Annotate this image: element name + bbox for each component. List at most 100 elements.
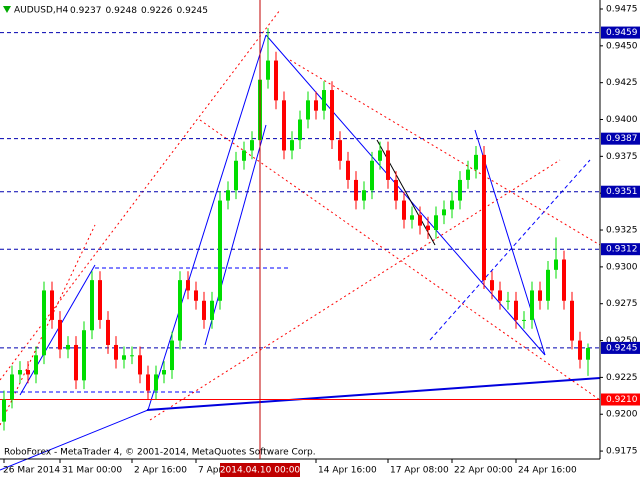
level-label: 0.9245 xyxy=(606,343,638,353)
candle-body xyxy=(450,200,454,210)
header-values: 0.9237 0.9248 0.9226 0.9245 xyxy=(70,6,208,16)
candle-body xyxy=(274,60,278,101)
blue-trend xyxy=(19,264,96,396)
candle-body xyxy=(418,215,422,226)
level-label: 0.9459 xyxy=(606,28,638,38)
candle-body xyxy=(122,355,126,360)
candle-body xyxy=(138,355,142,375)
level-label-box xyxy=(601,243,640,256)
candle-body xyxy=(58,319,62,350)
y-tick-label: 0.9475 xyxy=(606,4,638,14)
candle-body xyxy=(146,374,150,391)
candle-body xyxy=(10,374,14,400)
candle-body xyxy=(378,150,382,161)
candle-body xyxy=(42,290,46,356)
candle-body xyxy=(394,179,398,201)
x-tick-label: 22 Apr 00:00 xyxy=(454,466,513,476)
candle-body xyxy=(74,344,78,381)
blue-trend xyxy=(147,34,267,411)
candle-body xyxy=(322,90,326,111)
candle-body xyxy=(18,370,22,375)
candle-body xyxy=(82,330,86,381)
candle-body xyxy=(226,190,230,201)
candle-body xyxy=(2,399,6,422)
y-tick-label: 0.9175 xyxy=(606,447,638,457)
y-tick-label: 0.9400 xyxy=(606,115,638,125)
candle-body xyxy=(442,209,446,216)
candle-body xyxy=(490,280,494,291)
levels xyxy=(0,32,600,400)
candle-body xyxy=(586,347,590,360)
candle-body xyxy=(474,154,478,170)
candle-body xyxy=(354,179,358,201)
candle-body xyxy=(562,259,566,301)
candle-body xyxy=(578,340,582,360)
candle-body xyxy=(554,259,558,270)
blue-trend xyxy=(0,409,149,471)
candle-body xyxy=(298,119,302,141)
candle-body xyxy=(90,280,94,331)
y-tick-label: 0.9250 xyxy=(606,336,638,346)
x-tick-label: 24 Apr 16:00 xyxy=(518,466,577,476)
candle-body xyxy=(330,90,334,141)
blue-support xyxy=(146,377,601,411)
x-tick-label: 17 Apr 08:00 xyxy=(390,466,449,476)
cursor-label: 2014.04.10 00:00 xyxy=(220,466,301,476)
candle-body xyxy=(186,280,190,291)
level-label: 0.9210 xyxy=(606,395,638,405)
level-label-box xyxy=(601,393,640,406)
candle-body xyxy=(434,215,438,231)
candle-body xyxy=(402,200,406,220)
x-tick-label: 7 Apr xyxy=(198,466,222,476)
candle-body xyxy=(338,140,342,161)
candle-body xyxy=(266,60,270,80)
y-tick-label: 0.9275 xyxy=(606,299,638,309)
y-tick-label: 0.9200 xyxy=(606,410,638,420)
red-channel xyxy=(199,119,601,401)
level-label: 0.9312 xyxy=(606,245,638,255)
candle-body xyxy=(26,370,30,375)
header-icon xyxy=(3,6,11,13)
candle-body xyxy=(66,344,70,350)
candle-body xyxy=(538,290,542,301)
candle-body xyxy=(114,344,118,360)
header-value: 0.9237 xyxy=(70,6,102,16)
candle-body xyxy=(426,225,430,231)
candle-body xyxy=(290,140,294,151)
y-tick-label: 0.9450 xyxy=(606,41,638,51)
candle-body xyxy=(370,160,374,191)
candle-body xyxy=(522,319,526,321)
candle-body xyxy=(466,169,470,180)
candle-body xyxy=(570,300,574,341)
candle-body xyxy=(546,269,550,301)
red-channel xyxy=(289,59,601,246)
level-label-box xyxy=(601,132,640,145)
candle-body xyxy=(386,150,390,180)
header-value: 0.9248 xyxy=(106,6,138,16)
axes: 0.94750.94500.94250.94000.93750.93500.93… xyxy=(3,0,640,477)
red-channel xyxy=(0,9,281,381)
y-tick-label: 0.9225 xyxy=(606,373,638,383)
level-label-box xyxy=(601,26,640,39)
candle-body xyxy=(210,300,214,320)
y-tick-label: 0.9425 xyxy=(606,78,638,88)
candle-body xyxy=(154,374,158,391)
candle-body xyxy=(410,215,414,220)
candle-body xyxy=(194,290,198,301)
candle-body xyxy=(530,290,534,320)
candle-body xyxy=(130,355,134,357)
x-tick-label: 2 Apr 16:00 xyxy=(134,466,187,476)
candle-body xyxy=(234,160,238,191)
header-value: 0.9245 xyxy=(177,6,209,16)
candle-body xyxy=(106,319,110,345)
footer: RoboForex - MetaTrader 4, © 2001-2014, M… xyxy=(4,448,316,458)
candle-body xyxy=(218,200,222,301)
candle-body xyxy=(50,290,54,320)
x-tick-label: 14 Apr 16:00 xyxy=(318,466,377,476)
y-tick-label: 0.9325 xyxy=(606,226,638,236)
red-channel xyxy=(149,159,561,421)
candle-body xyxy=(98,280,102,320)
candle-body xyxy=(498,290,502,301)
